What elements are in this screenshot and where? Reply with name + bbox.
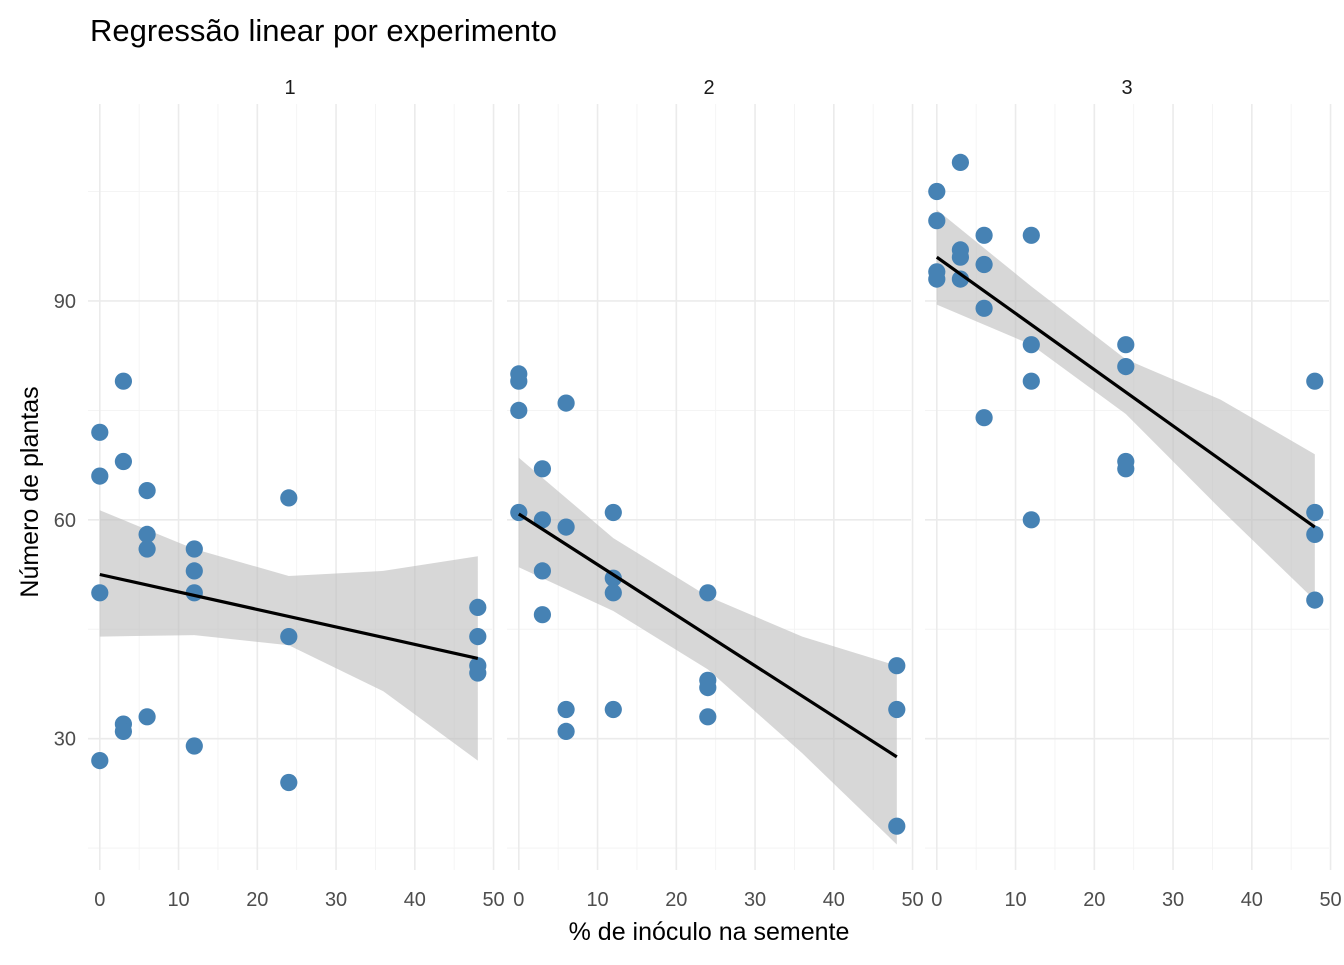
facet-label: 2 xyxy=(703,77,714,99)
data-point xyxy=(975,255,993,274)
data-point xyxy=(699,679,717,697)
data-point xyxy=(1117,460,1135,478)
regression-line xyxy=(99,572,479,660)
x-tick-label: 50 xyxy=(482,889,504,911)
data-point xyxy=(888,700,906,719)
data-point xyxy=(91,584,109,602)
regression-line xyxy=(935,255,1316,529)
x-tick-label: 50 xyxy=(1319,889,1341,911)
data-point xyxy=(888,817,906,835)
data-point xyxy=(114,452,132,471)
x-tick-label: 30 xyxy=(744,889,766,911)
x-tick-label: 40 xyxy=(823,889,845,911)
data-point xyxy=(1306,503,1324,522)
data-point xyxy=(510,401,528,419)
x-tick-label: 50 xyxy=(901,889,923,911)
y-tick-label: 30 xyxy=(54,729,76,751)
data-point xyxy=(951,153,970,171)
data-point xyxy=(975,226,993,244)
x-axis-title: % de inóculo na semente xyxy=(569,918,850,946)
data-point xyxy=(138,708,156,726)
x-tick-label: 20 xyxy=(665,889,687,911)
panel-2: 20 10 20 30 40 50 xyxy=(507,77,924,911)
x-tick-label: 0 xyxy=(513,889,524,911)
data-point xyxy=(951,270,970,288)
confidence-band xyxy=(518,457,897,845)
data-point xyxy=(699,584,717,602)
regression-line xyxy=(517,512,898,759)
data-point xyxy=(185,737,203,755)
data-point xyxy=(1022,511,1040,529)
data-point xyxy=(138,540,156,558)
data-point xyxy=(1117,336,1135,354)
data-point xyxy=(557,722,575,741)
y-axis-title: Número de plantas xyxy=(16,386,44,597)
x-tick-label: 0 xyxy=(94,889,105,911)
x-tick-label: 30 xyxy=(1162,889,1184,911)
data-point xyxy=(604,700,622,719)
data-point xyxy=(557,518,575,536)
data-point xyxy=(114,372,132,390)
data-point xyxy=(138,482,156,500)
data-point xyxy=(114,722,132,741)
x-tick-label: 20 xyxy=(246,889,268,911)
data-point xyxy=(604,503,622,522)
facet-label: 1 xyxy=(284,77,295,99)
data-point xyxy=(1306,525,1324,544)
x-tick-label: 30 xyxy=(325,889,347,911)
data-point xyxy=(533,511,552,529)
data-point xyxy=(888,657,906,675)
confidence-band xyxy=(936,209,1315,601)
data-point xyxy=(91,467,109,485)
data-point xyxy=(975,409,993,427)
panel-3: 30 10 20 30 40 50 xyxy=(925,77,1342,911)
data-point xyxy=(469,664,487,682)
data-point xyxy=(469,598,487,617)
data-point xyxy=(604,584,622,602)
data-point xyxy=(185,540,203,558)
data-point xyxy=(1022,226,1040,244)
data-point xyxy=(469,628,487,646)
x-tick-label: 10 xyxy=(167,889,189,911)
data-point xyxy=(138,525,156,544)
data-point xyxy=(557,700,575,719)
data-point xyxy=(91,423,109,441)
data-point xyxy=(533,562,552,580)
x-tick-label: 0 xyxy=(931,889,942,911)
data-point xyxy=(604,569,622,587)
data-point xyxy=(951,248,970,266)
data-point xyxy=(280,773,298,792)
data-point xyxy=(533,460,552,478)
data-point xyxy=(1306,591,1324,609)
data-point xyxy=(280,628,298,646)
data-point xyxy=(928,212,946,230)
facet-label: 3 xyxy=(1121,77,1132,99)
data-point xyxy=(928,270,946,288)
data-point xyxy=(928,182,946,201)
data-point xyxy=(1306,372,1324,390)
x-tick-label: 40 xyxy=(404,889,426,911)
data-point xyxy=(557,394,575,412)
data-point xyxy=(185,562,203,580)
x-tick-label: 10 xyxy=(1004,889,1026,911)
y-tick-label: 60 xyxy=(54,510,76,532)
y-tick-label: 90 xyxy=(54,291,76,313)
data-point xyxy=(1022,372,1040,390)
panel-1: 10 10 20 30 40 50 xyxy=(88,77,505,911)
x-tick-label: 10 xyxy=(586,889,608,911)
data-point xyxy=(91,752,109,770)
data-point xyxy=(1117,358,1135,376)
data-point xyxy=(1022,336,1040,354)
chart-title: Regressão linear por experimento xyxy=(90,13,557,48)
x-tick-label: 20 xyxy=(1083,889,1105,911)
data-point xyxy=(510,372,528,390)
data-point xyxy=(280,489,298,507)
data-point xyxy=(975,299,993,317)
x-tick-label: 40 xyxy=(1241,889,1263,911)
data-point xyxy=(699,708,717,726)
data-point xyxy=(533,606,552,624)
